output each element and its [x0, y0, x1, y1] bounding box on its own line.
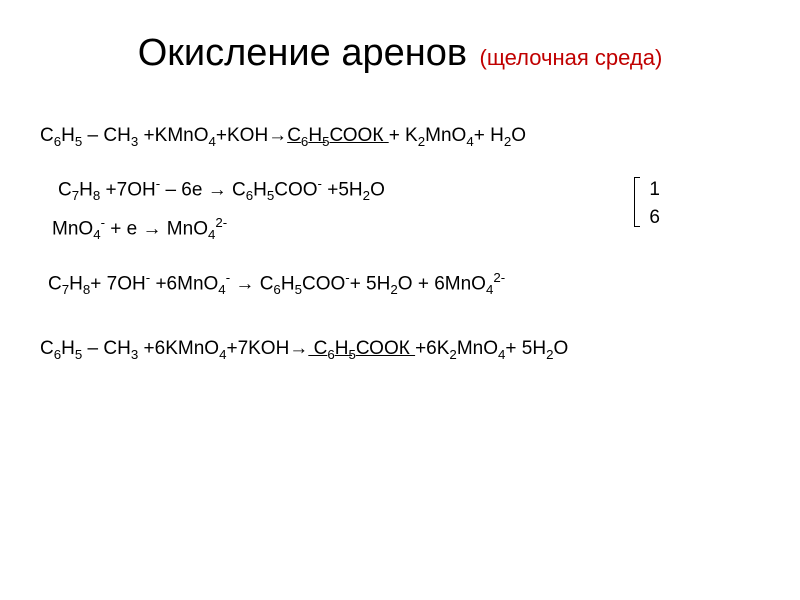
eq4-t10: 6 — [273, 282, 280, 297]
eq4-t17: O + 6MnO — [398, 273, 486, 294]
coefficient-2: 6 — [649, 205, 660, 232]
eq3-t5: 2- — [215, 215, 227, 230]
eq5-t14: +6K — [415, 338, 449, 359]
eq5-t10: 6 — [327, 346, 334, 361]
eq5-t20: O — [554, 338, 569, 359]
eq1-t8: +KOH→ — [216, 125, 287, 146]
eq5-t12: 5 — [348, 346, 355, 361]
eq2-t12: +5H — [322, 180, 363, 201]
eq5-t16: MnO — [457, 338, 498, 359]
eq5-t15: 2 — [449, 346, 456, 361]
bracket-divider — [634, 177, 640, 227]
eq4-t16: 2 — [390, 282, 397, 297]
eq1-t4: – CH — [82, 125, 131, 146]
title-container: Окисление аренов (щелочная среда) — [40, 32, 760, 75]
equation-4: C7H8+ 7OH- +6MnO4- → C6H5COO-+ 5H2O + 6M… — [48, 269, 760, 300]
eq1-t0: C — [40, 125, 54, 146]
eq5-t19: 2 — [546, 346, 553, 361]
subtitle: (щелочная среда) — [480, 45, 663, 70]
eq1-t7: 4 — [209, 134, 216, 149]
eq5-t6: +6KMnO — [138, 338, 219, 359]
eq1-t14: + K — [389, 125, 418, 146]
eq2-t2: H — [79, 180, 93, 201]
eq3-t3: + e → MnO — [105, 218, 208, 239]
eq4-t0: C — [48, 273, 62, 294]
main-title: Окисление аренов — [138, 32, 467, 74]
eq5-t4: – CH — [82, 338, 131, 359]
eq4-t19: 2- — [493, 270, 505, 285]
eq3-t0: MnO — [52, 218, 93, 239]
eq5-t0: C — [40, 338, 54, 359]
eq1-t6: +KMnO — [138, 125, 208, 146]
eq2-t4: +7OH — [100, 180, 155, 201]
eq1-t9: С — [287, 125, 301, 146]
eq5-t18: + 5H — [505, 338, 546, 359]
eq5-t9: С — [308, 338, 327, 359]
eq1-t18: + H — [474, 125, 504, 146]
eq2-t6: – 6e → C — [160, 180, 246, 201]
eq2-t13: 2 — [363, 189, 370, 204]
eq4-t7: 4 — [218, 282, 225, 297]
eq4-t2: H — [69, 273, 83, 294]
eq4-t13: COO — [302, 273, 345, 294]
eq2-t10: COO — [274, 180, 317, 201]
eq4-t11: H — [281, 273, 295, 294]
eq1-t11: Н — [308, 125, 322, 146]
eq5-t2: H — [61, 338, 75, 359]
eq3-t1: 4 — [93, 227, 100, 242]
eq2-t14: O — [370, 180, 385, 201]
eq2-t8: H — [253, 180, 267, 201]
equation-5: C6H5 – CH3 +6KMnO4+7KOH→ С6Н5СООК +6K2Mn… — [40, 336, 760, 364]
eq1-t17: 4 — [466, 134, 473, 149]
eq4-t12: 5 — [295, 282, 302, 297]
eq4-t15: + 5H — [350, 273, 391, 294]
eq5-t8: +7KOH→ — [226, 338, 308, 359]
eq1-t2: H — [61, 125, 75, 146]
equation-1: C6H5 – CH3 +KMnO4+KOH→С6Н5СООК + K2MnO4+… — [40, 123, 760, 151]
eq4-t9: → C — [230, 273, 273, 294]
eq1-t16: MnO — [425, 125, 466, 146]
eq1-t13: СООК — [329, 125, 388, 146]
eq4-t4: + 7OH — [90, 273, 145, 294]
eq2-t7: 6 — [246, 189, 253, 204]
eq4-t6: +6MnO — [150, 273, 218, 294]
eq5-t13: СООК — [356, 338, 415, 359]
half-reactions: C7H8 +7OH- – 6e → C6H5COO- +5H2O MnO4- +… — [40, 175, 760, 244]
eq2-t0: C — [58, 180, 72, 201]
coefficient-1: 1 — [649, 177, 660, 204]
eq5-t11: Н — [335, 338, 349, 359]
eq1-t20: O — [511, 125, 526, 146]
